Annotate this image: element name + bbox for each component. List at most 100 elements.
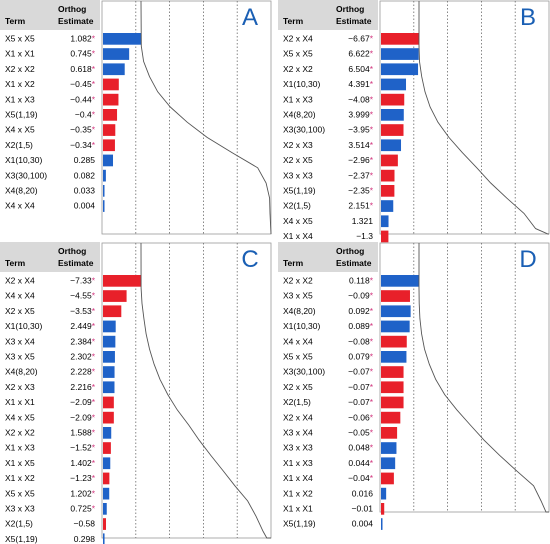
term-label: X1 x X3 — [283, 458, 313, 468]
estimate-bar — [103, 124, 116, 136]
estimate-bar — [381, 200, 394, 212]
significance-star: * — [92, 140, 96, 150]
term-label: X3 x X5 — [283, 291, 313, 301]
term-label: X3(30,100) — [283, 125, 325, 135]
term-label: X3 x X4 — [283, 428, 313, 438]
estimate-bar — [381, 169, 395, 182]
estimate-bar — [381, 396, 404, 409]
term-label: X3 x X3 — [283, 170, 313, 180]
term-label: X1 x X3 — [5, 443, 35, 453]
significance-star: * — [370, 306, 374, 316]
term-column-header: Term — [5, 258, 26, 268]
term-label: X5 x X5 — [283, 352, 313, 362]
significance-star: * — [370, 155, 374, 165]
estimate-column-header-line2: Estimate — [58, 16, 94, 26]
term-label: X3 x X3 — [5, 504, 35, 514]
significance-star: * — [92, 110, 96, 120]
term-label: X5(1,19) — [5, 534, 38, 544]
estimate-bar — [381, 230, 389, 243]
term-label: X3 x X5 — [5, 352, 35, 362]
term-label: X1 x X4 — [283, 473, 313, 483]
estimate-bar — [381, 472, 394, 485]
estimate-label: 2.384* — [70, 336, 95, 346]
term-label: X5 x X5 — [5, 488, 35, 498]
term-label: X1 x X1 — [5, 49, 35, 59]
term-label: X4 x X5 — [5, 412, 35, 422]
estimate-label: −0.4* — [75, 110, 96, 120]
term-label: X2(1,5) — [283, 201, 311, 211]
estimate-label: 0.118* — [349, 276, 374, 286]
plot-frame — [379, 0, 550, 235]
estimate-label: −0.09* — [348, 291, 374, 301]
significance-star: * — [370, 170, 374, 180]
estimate-bar — [381, 305, 411, 318]
estimate-bar — [381, 366, 404, 378]
estimate-bar — [381, 351, 407, 363]
estimate-label: −1.52* — [70, 443, 96, 453]
estimate-label: 2.302* — [70, 352, 95, 362]
panel-label: B — [520, 4, 536, 31]
estimate-column-header-line2: Estimate — [58, 258, 94, 268]
estimate-label: −0.07* — [348, 367, 374, 377]
significance-star: * — [92, 458, 96, 468]
term-label: X4(8,20) — [283, 110, 316, 120]
estimate-label: 0.048* — [348, 443, 373, 453]
term-label: X1(10,30) — [5, 321, 42, 331]
estimate-bar — [103, 335, 116, 348]
significance-star: * — [92, 443, 96, 453]
significance-star: * — [92, 34, 96, 44]
estimate-bar — [381, 290, 410, 302]
term-label: X2 x X3 — [283, 140, 313, 150]
estimate-label: −2.96* — [348, 155, 374, 165]
estimate-label: −0.35* — [70, 125, 96, 135]
estimate-bar — [103, 48, 130, 60]
significance-star: * — [92, 382, 96, 392]
significance-star: * — [370, 473, 374, 483]
significance-star: * — [92, 125, 96, 135]
estimate-bar — [103, 457, 111, 470]
estimate-bar — [103, 93, 119, 106]
term-header-cell — [278, 0, 330, 30]
estimate-bar — [103, 63, 125, 76]
estimate-label: −4.55* — [70, 291, 96, 301]
estimate-label: −4.08* — [348, 94, 374, 104]
significance-star: * — [370, 443, 374, 453]
estimate-label: 1.202* — [70, 488, 95, 498]
estimate-bar — [103, 487, 110, 500]
estimate-bar — [103, 320, 116, 333]
estimate-label: −0.44* — [70, 94, 96, 104]
estimate-label: 0.092* — [348, 306, 373, 316]
significance-star: * — [92, 321, 96, 331]
estimate-column-header-line1: Orthog — [336, 4, 364, 14]
estimate-label: 4.391* — [348, 79, 373, 89]
term-label: X3(30,100) — [5, 170, 47, 180]
estimate-bar — [381, 48, 419, 60]
estimate-label: −1.3 — [356, 231, 373, 241]
significance-star: * — [370, 291, 374, 301]
term-column-header: Term — [283, 258, 304, 268]
significance-star: * — [92, 428, 96, 438]
estimate-bar — [381, 518, 383, 530]
estimate-label: 1.321 — [352, 216, 374, 226]
estimate-label: −0.45* — [70, 79, 96, 89]
estimate-label: 0.033 — [74, 186, 96, 196]
term-label: X3 x X3 — [283, 443, 313, 453]
cumulative-curve — [418, 243, 549, 513]
estimate-bar — [103, 351, 115, 363]
estimate-label: 2.449* — [70, 321, 95, 331]
estimate-label: 3.514* — [348, 140, 373, 150]
estimate-label: 0.089* — [348, 321, 373, 331]
estimate-bar — [103, 411, 114, 424]
estimate-bar — [381, 215, 389, 228]
panel-label: C — [241, 246, 258, 273]
estimate-bar — [381, 78, 407, 91]
estimate-column-header-line1: Orthog — [336, 246, 364, 256]
estimate-label: 0.016 — [352, 488, 374, 498]
significance-star: * — [370, 49, 374, 59]
significance-star: * — [92, 291, 96, 301]
term-label: X4(8,20) — [283, 306, 316, 316]
significance-star: * — [92, 473, 96, 483]
significance-star: * — [370, 321, 374, 331]
estimate-label: 0.004 — [74, 201, 96, 211]
